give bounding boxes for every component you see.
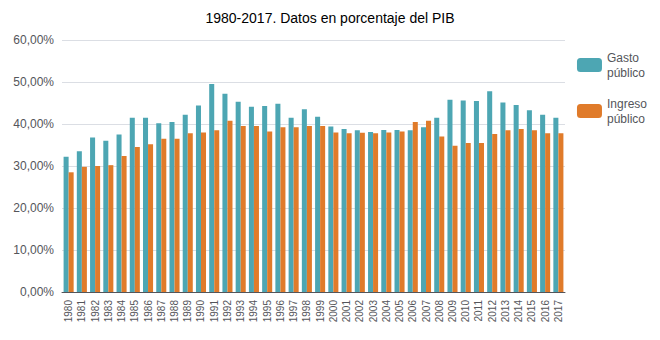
svg-text:1994: 1994 [248, 300, 259, 323]
svg-text:1990: 1990 [195, 300, 206, 323]
svg-text:1980: 1980 [63, 300, 74, 323]
svg-text:10,00%: 10,00% [13, 243, 54, 257]
svg-text:2007: 2007 [421, 300, 432, 323]
svg-text:2010: 2010 [460, 300, 471, 323]
svg-text:Ingreso: Ingreso [607, 97, 647, 111]
svg-text:2005: 2005 [394, 300, 405, 323]
svg-text:2008: 2008 [434, 300, 445, 323]
svg-text:1981: 1981 [76, 300, 87, 323]
svg-text:2013: 2013 [500, 300, 511, 323]
svg-text:público: público [607, 66, 645, 80]
svg-text:2006: 2006 [407, 300, 418, 323]
svg-text:30,00%: 30,00% [13, 159, 54, 173]
svg-text:1999: 1999 [315, 300, 326, 323]
svg-text:1992: 1992 [222, 300, 233, 323]
svg-text:2009: 2009 [447, 300, 458, 323]
svg-text:1995: 1995 [262, 300, 273, 323]
svg-text:0,00%: 0,00% [20, 285, 54, 299]
svg-text:2016: 2016 [540, 300, 551, 323]
svg-text:40,00%: 40,00% [13, 117, 54, 131]
svg-text:1993: 1993 [235, 300, 246, 323]
svg-text:2000: 2000 [328, 300, 339, 323]
svg-text:1984: 1984 [116, 300, 127, 323]
svg-text:público: público [607, 112, 645, 126]
svg-text:1982: 1982 [90, 300, 101, 323]
svg-text:1997: 1997 [288, 300, 299, 323]
svg-text:2014: 2014 [513, 300, 524, 323]
svg-text:1980-2017. Datos en porcentaje: 1980-2017. Datos en porcentaje del PIB [205, 10, 454, 26]
svg-text:2015: 2015 [526, 300, 537, 323]
svg-text:1985: 1985 [129, 300, 140, 323]
svg-text:2017: 2017 [553, 300, 564, 323]
svg-text:20,00%: 20,00% [13, 201, 54, 215]
svg-text:2003: 2003 [368, 300, 379, 323]
svg-text:2004: 2004 [381, 300, 392, 323]
svg-text:1987: 1987 [156, 300, 167, 323]
svg-text:2012: 2012 [487, 300, 498, 323]
svg-text:2001: 2001 [341, 300, 352, 323]
svg-text:1983: 1983 [103, 300, 114, 323]
svg-text:1998: 1998 [301, 300, 312, 323]
svg-text:1989: 1989 [182, 300, 193, 323]
svg-text:2002: 2002 [354, 300, 365, 323]
svg-text:1988: 1988 [169, 300, 180, 323]
svg-text:2011: 2011 [473, 300, 484, 322]
svg-text:1991: 1991 [209, 300, 220, 323]
svg-text:Gasto: Gasto [607, 51, 639, 65]
svg-text:60,00%: 60,00% [13, 33, 54, 47]
svg-text:1986: 1986 [143, 300, 154, 323]
svg-text:50,00%: 50,00% [13, 75, 54, 89]
svg-text:1996: 1996 [275, 300, 286, 323]
